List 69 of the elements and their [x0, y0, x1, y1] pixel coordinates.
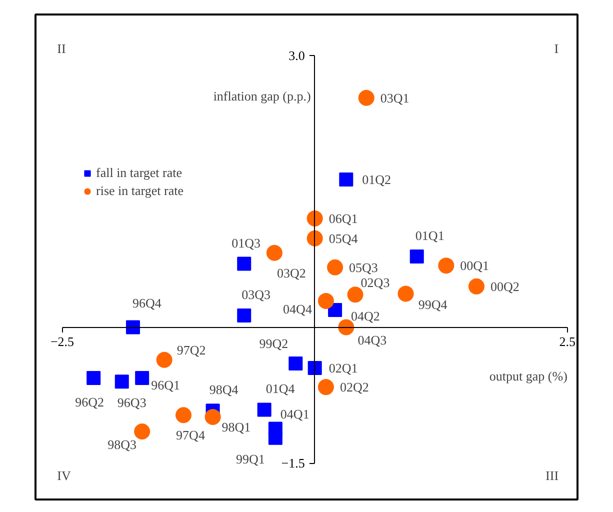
- annotation: 04Q1: [280, 406, 310, 422]
- x-tick-label: 2.5: [559, 334, 576, 350]
- annotation: 96Q2: [75, 394, 104, 410]
- point: [237, 256, 252, 271]
- annotation: 98Q1: [222, 419, 251, 434]
- text: IV: [57, 468, 72, 483]
- point: [398, 286, 414, 302]
- annotation: 02Q1: [328, 360, 358, 376]
- annotation: 06Q1: [328, 210, 358, 226]
- annotation: 97Q2: [176, 342, 206, 358]
- annotation: 04Q4: [283, 301, 312, 316]
- annotation: 04Q3: [358, 332, 387, 348]
- annotation: 00Q1: [460, 258, 490, 274]
- annotation: 99Q2: [259, 336, 288, 351]
- point: [268, 430, 282, 445]
- annotation: 96Q4: [132, 296, 162, 311]
- annotation: I: [554, 40, 559, 56]
- point: [257, 402, 272, 417]
- point: [114, 374, 129, 389]
- point: [318, 292, 334, 309]
- annotation: 96Q1: [151, 377, 180, 392]
- annotation: 05Q3: [349, 260, 378, 275]
- y-tick-label: −1.5: [281, 456, 305, 471]
- annotation: 01Q3: [232, 235, 261, 250]
- point: [204, 408, 221, 425]
- point: [134, 423, 150, 440]
- annotation: 96Q3: [117, 395, 146, 410]
- text: III: [546, 468, 559, 483]
- point: [410, 250, 424, 264]
- legend-label: rise in target rate: [96, 183, 184, 199]
- annotation: 99Q1: [236, 451, 265, 466]
- annotation: 03Q2: [276, 265, 306, 280]
- point: [176, 407, 192, 424]
- point: [339, 172, 354, 186]
- point: [266, 244, 282, 261]
- point: [308, 361, 322, 376]
- point: [327, 259, 344, 276]
- annotation: 97Q4: [176, 428, 206, 443]
- annotation: 03Q1: [380, 90, 410, 106]
- y-axis-title: inflation gap (p.p.): [213, 88, 311, 104]
- point: [156, 352, 172, 368]
- y-tick-label: 3.0: [288, 48, 305, 63]
- annotation: II: [57, 40, 66, 56]
- annotation: 01Q4: [266, 381, 296, 396]
- point: [306, 210, 323, 226]
- point: [358, 90, 374, 106]
- point: [288, 356, 303, 370]
- annotation: 00Q2: [490, 278, 520, 294]
- annotation: 04Q2: [351, 308, 380, 324]
- annotation: 01Q1: [415, 228, 444, 244]
- x-axis-title: output gap (%): [489, 368, 568, 384]
- point: [135, 370, 150, 385]
- point: [318, 379, 334, 396]
- point: [438, 258, 454, 274]
- annotation: 03Q3: [242, 286, 271, 302]
- point: [237, 308, 252, 322]
- x-tick-label: −2.5: [50, 334, 74, 350]
- annotation: 02Q2: [340, 380, 369, 395]
- point: [468, 278, 484, 294]
- annotation: 05Q4: [328, 230, 358, 246]
- annotation: 01Q2: [362, 172, 392, 187]
- point: [86, 370, 101, 385]
- point: [126, 320, 140, 334]
- annotation: 98Q3: [108, 436, 137, 452]
- annotation: 02Q3: [360, 275, 390, 290]
- legend-label: fall in target rate: [96, 165, 182, 181]
- point: [306, 230, 323, 246]
- annotation: 98Q4: [209, 382, 239, 398]
- annotation: 99Q4: [418, 297, 448, 312]
